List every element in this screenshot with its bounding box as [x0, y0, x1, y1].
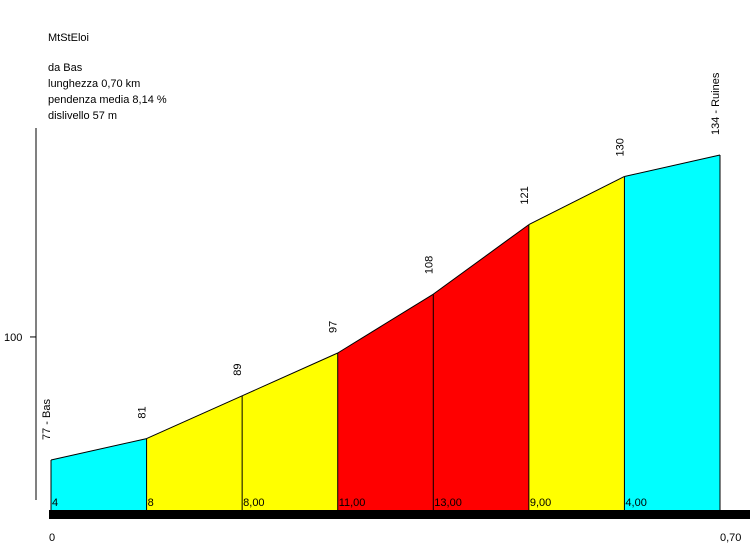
- profile-segment: [242, 353, 338, 510]
- profile-segment: [624, 155, 720, 511]
- profile-segments: [50, 154, 721, 511]
- profile-line: [337, 293, 434, 354]
- elevation-label: 77 - Bas: [41, 399, 53, 440]
- gradient-label: 8,00: [243, 497, 264, 509]
- route-avg-gradient: pendenza media 8,14 %: [48, 94, 167, 106]
- x-axis: 0 0,70: [49, 510, 750, 544]
- profile-segment: [146, 395, 243, 510]
- profile-segment: [433, 224, 529, 510]
- profile-line: [432, 224, 530, 295]
- chart-title: MtStEloi: [48, 32, 89, 44]
- elevation-label: 97: [328, 321, 340, 333]
- profile-segment: [51, 438, 147, 510]
- route-length: lunghezza 0,70 km: [48, 78, 141, 90]
- profile-line: [50, 438, 147, 461]
- elevation-label: 108: [423, 256, 435, 274]
- gradient-labels: 4 8 8,00 11,00 13,00 9,00 4,00: [52, 497, 647, 509]
- route-info: da Bas lunghezza 0,70 km pendenza media …: [48, 60, 167, 124]
- gradient-label: 4,00: [625, 497, 646, 509]
- profile-line: [624, 154, 721, 177]
- y-tick-label: 100: [4, 332, 22, 344]
- profile-segment: [337, 294, 434, 510]
- gradient-label: 4: [52, 497, 58, 509]
- y-axis: 100: [4, 128, 37, 500]
- profile-segment: [528, 176, 625, 510]
- elevation-label: 134 - Ruines: [710, 72, 722, 135]
- profile-line: [241, 352, 338, 397]
- route-elevation-gain: dislivello 57 m: [48, 110, 118, 122]
- x-tick-label: 0: [49, 532, 55, 544]
- gradient-label: 11,00: [339, 497, 366, 509]
- elevation-label: 81: [137, 406, 149, 418]
- x-axis-bar: [49, 510, 750, 519]
- gradient-label: 8: [148, 497, 154, 509]
- route-start: da Bas: [48, 62, 83, 74]
- gradient-label: 13,00: [434, 497, 462, 509]
- elevation-label: 121: [519, 186, 531, 204]
- elevation-labels: 77 - Bas 81 89 97 108 121 130 134 - Ruines: [41, 72, 722, 440]
- profile-line: [528, 176, 625, 226]
- gradient-label: 9,00: [530, 497, 551, 509]
- elevation-label: 89: [232, 364, 244, 376]
- profile-line: [146, 395, 243, 440]
- x-tick-label: 0,70: [720, 532, 741, 544]
- elevation-label: 130: [614, 138, 626, 156]
